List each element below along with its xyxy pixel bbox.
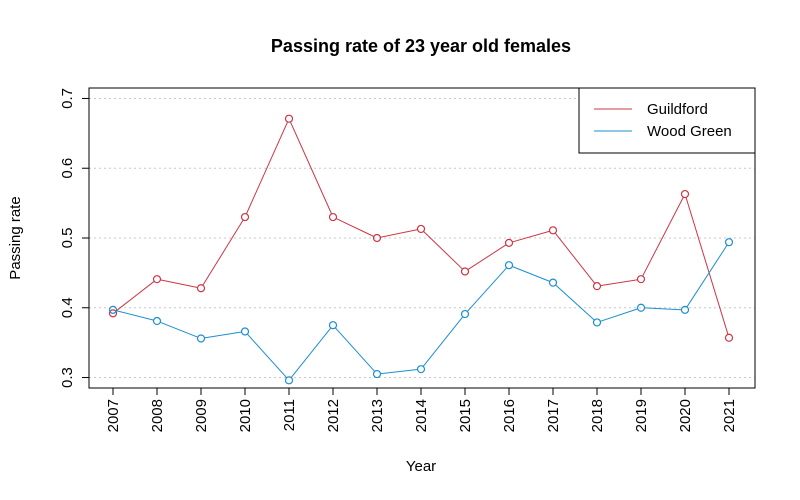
data-point [592, 282, 602, 291]
series-guildford [108, 114, 734, 342]
series-line-segment [245, 121, 289, 215]
y-axis-label: Passing rate [7, 196, 24, 279]
x-tick-label: 2015 [457, 399, 474, 432]
legend-box [578, 87, 756, 154]
x-tick-label: 2018 [589, 399, 606, 432]
data-point [240, 327, 250, 336]
data-point [372, 369, 382, 379]
x-tick-label: 2008 [149, 399, 166, 432]
data-point [592, 318, 602, 327]
series-line-segment [512, 230, 550, 243]
series-line-segment [334, 327, 376, 372]
series-line-segment [246, 333, 288, 379]
series-line-segment [160, 279, 198, 289]
data-point [152, 316, 162, 326]
x-tick-label: 2020 [677, 399, 694, 432]
series-line-segment [160, 321, 198, 338]
series-line-segment [422, 316, 464, 367]
x-tick-label: 2014 [413, 399, 430, 432]
data-point [680, 189, 690, 199]
series-line-segment [466, 267, 508, 312]
x-tick-label: 2019 [633, 399, 650, 432]
data-point [636, 275, 646, 284]
x-tick-label: 2017 [545, 399, 562, 432]
series-line-segment [202, 219, 244, 286]
series-line-segment [512, 266, 550, 282]
legend-label-guildford: Guildford [647, 101, 708, 118]
series-line-segment [685, 197, 729, 335]
x-tick-label: 2007 [105, 399, 122, 432]
y-tick-label: 0.4 [59, 297, 76, 318]
data-point [548, 226, 558, 235]
y-tick-label: 0.5 [59, 228, 76, 249]
data-point [504, 238, 514, 247]
data-point [196, 334, 206, 343]
series-line-segment [555, 284, 595, 321]
x-tick-label: 2010 [237, 399, 254, 432]
y-tick-label: 0.3 [59, 367, 76, 388]
data-point [328, 212, 338, 222]
x-tick-label: 2013 [369, 399, 386, 432]
x-tick-label: 2009 [193, 399, 210, 432]
series-line-segment [204, 331, 242, 339]
data-point [416, 224, 426, 234]
series-line-segment [289, 121, 333, 215]
series-wood-green [108, 238, 734, 385]
series-line-segment [642, 196, 684, 277]
legend: Guildford Wood Green [578, 87, 756, 154]
data-point [108, 309, 118, 318]
data-point [416, 365, 426, 374]
legend-label-wood-green: Wood Green [647, 123, 732, 140]
data-point [636, 303, 646, 312]
data-point [196, 284, 206, 293]
data-point [724, 238, 734, 247]
series-line-segment [423, 231, 463, 270]
data-point [284, 114, 294, 123]
series-line-segment [644, 307, 682, 311]
data-point [372, 233, 382, 243]
data-point [240, 212, 250, 222]
x-tick-label: 2011 [281, 399, 298, 431]
x-axis: 2007 2008 2009 2010 2011 2012 2013 2014 2015 2016… [105, 387, 738, 432]
y-tick-label: 0.7 [59, 88, 76, 109]
y-axis: 0.3 0.4 0.5 0.6 0.7 [59, 88, 90, 388]
data-point [504, 261, 514, 270]
data-point [328, 321, 338, 330]
series-line-segment [600, 279, 638, 287]
data-point [460, 267, 470, 276]
series-line-segment [290, 327, 332, 378]
series-line-segment [686, 244, 728, 308]
x-tick-label: 2016 [501, 399, 518, 432]
series-line-segment [335, 218, 375, 237]
data-point [548, 278, 558, 287]
series-layer [108, 114, 734, 385]
data-point [284, 376, 294, 385]
series-line-segment [600, 308, 638, 322]
y-tick-label: 0.6 [59, 158, 76, 179]
series-line-segment [116, 310, 154, 321]
x-tick-label: 2012 [325, 399, 342, 432]
data-point [108, 305, 118, 314]
series-line-segment [380, 369, 418, 375]
x-axis-label: Year [406, 458, 436, 475]
series-line-segment [554, 232, 596, 284]
data-point [460, 309, 470, 319]
data-point [680, 305, 690, 314]
series-line-segment [380, 229, 418, 238]
series-line-segment [115, 280, 155, 312]
data-point [724, 333, 734, 342]
x-tick-label: 2021 [721, 399, 738, 432]
data-point [152, 275, 162, 284]
chart-title: Passing rate of 23 year old females [271, 36, 571, 56]
series-line-segment [467, 244, 507, 270]
